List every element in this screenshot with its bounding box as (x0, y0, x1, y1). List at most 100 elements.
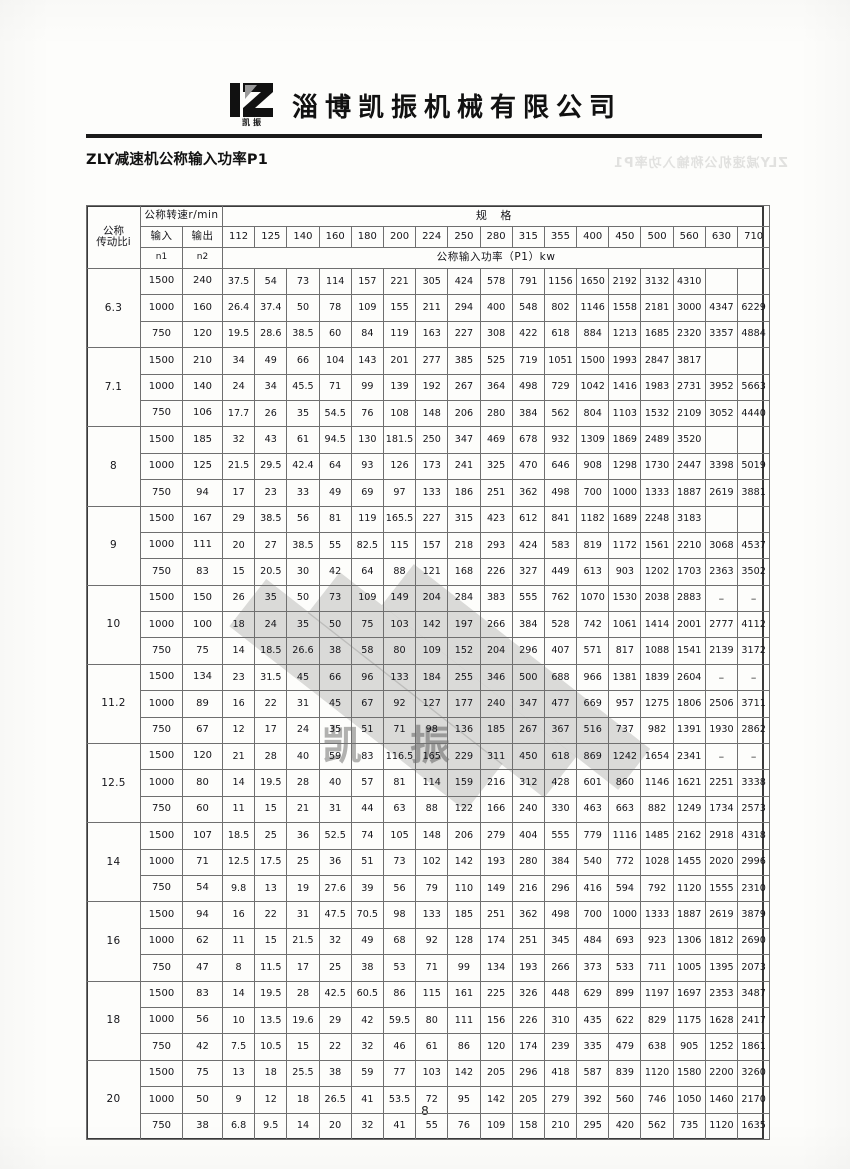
power-cell: 216 (479, 769, 513, 797)
power-cell: 435 (576, 1006, 610, 1035)
power-cell: 899 (608, 980, 642, 1008)
power-cell: 3052 (704, 399, 739, 428)
power-cell: 52.5 (318, 822, 352, 850)
power-cell: 86 (447, 1033, 481, 1061)
header-output-sub: n2 (182, 247, 223, 269)
power-cell: 17 (286, 954, 320, 982)
power-cell: 105 (382, 822, 417, 850)
output-speed-cell: 185 (182, 426, 223, 454)
output-speed-cell: 56 (182, 1006, 223, 1035)
table-row: 750 47 8 11.5 17 25 38 53 71 99 134 193 266 373 533 711… (87, 954, 771, 982)
ratio-cell: 20 (86, 1059, 141, 1140)
power-cell: 1146 (576, 294, 610, 322)
table-row: 750 60 11 15 21 31 44 63 88 122 166 240 330 463 663 882… (87, 795, 771, 824)
output-speed-cell: 54 (182, 874, 223, 903)
power-cell: 108 (382, 399, 417, 428)
table-row: 20 1500 75 13 18 25.5 38 59 77 103 142 205 296 418 587… (86, 1059, 771, 1140)
power-cell: 16 (221, 690, 256, 718)
power-cell: 1197 (640, 980, 674, 1008)
power-cell: 1734 (704, 795, 739, 824)
power-cell: 33 (286, 479, 320, 507)
power-cell: 32 (350, 1033, 384, 1061)
power-cell: 1120 (704, 1112, 739, 1140)
power-cell: 2573 (736, 795, 771, 824)
power-cell: 1175 (672, 1006, 706, 1035)
power-cell: 35 (318, 716, 352, 745)
power-cell: 54.5 (318, 399, 352, 428)
power-cell: 99 (350, 373, 384, 401)
power-cell: 1530 (608, 584, 642, 613)
power-cell: 966 (576, 663, 610, 692)
power-cell: 15 (254, 927, 288, 956)
power-cell: 2417 (736, 1006, 771, 1035)
power-cell: 83 (350, 743, 384, 771)
power-cell: 1116 (608, 822, 642, 850)
power-cell: 78 (318, 294, 352, 322)
power-cell: 2731 (672, 373, 706, 401)
power-cell: 2170 (736, 1086, 771, 1114)
table-row: 750 75 14 18.5 26.6 38 58 80 109 152 204 296 407 571 8… (87, 637, 771, 665)
power-cell: 1298 (608, 452, 642, 481)
power-cell: 38 (350, 954, 384, 982)
power-cell: 11 (221, 795, 256, 824)
power-cell: 6229 (736, 294, 771, 322)
power-cell: 1532 (640, 399, 674, 428)
power-cell: 24 (254, 611, 288, 639)
input-speed-cell: 750 (140, 558, 183, 586)
output-speed-cell: 89 (182, 690, 223, 718)
power-cell: 17.7 (221, 399, 256, 428)
power-cell: 32 (318, 927, 352, 956)
power-cell: 109 (350, 584, 384, 613)
input-speed-cell: 1500 (140, 663, 183, 692)
power-cell: 29 (221, 505, 256, 533)
input-speed-cell: 1000 (140, 373, 183, 401)
power-cell: 31 (318, 795, 352, 824)
power-cell: 308 (479, 320, 513, 349)
power-cell: 2353 (704, 980, 739, 1008)
power-cell: 60 (318, 320, 352, 349)
power-cell: 1703 (672, 558, 706, 586)
power-cell: 792 (640, 874, 674, 903)
power-cell: 571 (576, 637, 610, 665)
power-cell: 38.5 (254, 505, 288, 533)
output-speed-cell: 71 (182, 848, 223, 876)
header-ratio-line2: 传动比i (96, 236, 131, 248)
power-cell: 385 (447, 347, 481, 375)
power-cell: 982 (640, 716, 674, 745)
power-cell: 18.5 (254, 637, 288, 665)
power-cell: 1391 (672, 716, 706, 745)
power-cell: 1416 (608, 373, 642, 401)
output-speed-cell: 83 (182, 980, 223, 1008)
table-row: 1000 111 20 27 38.5 55 82.5 115 157 218 293 424 583 8… (87, 531, 771, 560)
power-cell: 177 (447, 690, 481, 718)
power-cell (704, 426, 739, 454)
input-speed-cell: 750 (140, 716, 183, 745)
power-cell: 418 (543, 1059, 578, 1088)
power-cell: 1993 (608, 347, 642, 375)
power-cell: 115 (415, 980, 449, 1008)
power-cell: 121 (415, 558, 449, 586)
power-cell: 903 (608, 558, 642, 586)
power-cell: 92 (415, 927, 449, 956)
power-cell: 2192 (608, 267, 642, 296)
power-cell: 6.8 (221, 1112, 256, 1140)
power-cell: 345 (543, 927, 578, 956)
power-cell: 93 (350, 452, 384, 481)
power-cell: 11.5 (254, 954, 288, 982)
power-cell: 3520 (672, 426, 706, 454)
power-cell: 4318 (736, 822, 771, 850)
power-cell: – (736, 743, 771, 771)
table-row: 12.5 1500 120 21 28 40 59 83 116.5 165 229 311 450 61… (86, 743, 771, 824)
power-cell: 95 (447, 1086, 481, 1114)
power-cell: 700 (576, 901, 610, 929)
power-cell: 2777 (704, 611, 739, 639)
power-cell: 4310 (672, 267, 706, 296)
power-cell: 1485 (640, 822, 674, 850)
power-cell: 2619 (704, 479, 739, 507)
power-cell: 193 (479, 848, 513, 876)
power-cell: 2447 (672, 452, 706, 481)
power-cell: 347 (447, 426, 481, 454)
power-cell: 10 (221, 1006, 256, 1035)
ratio-cell: 11.2 (86, 663, 141, 745)
power-cell: 185 (479, 716, 513, 745)
